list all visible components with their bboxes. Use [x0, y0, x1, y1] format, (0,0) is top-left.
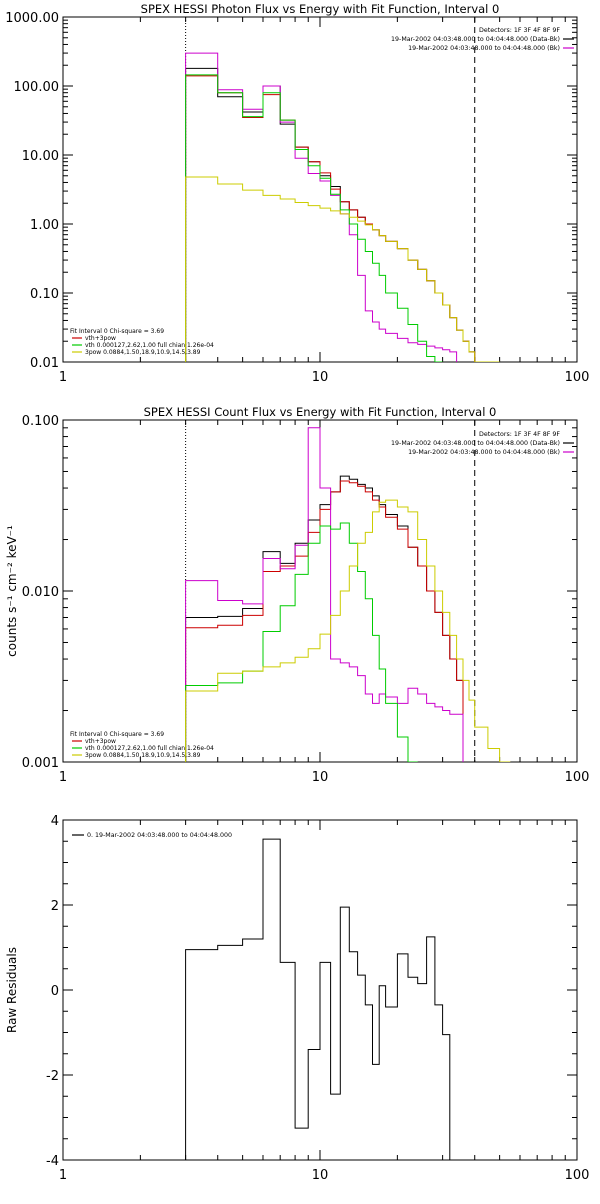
legend-text: 0. 19-Mar-2002 04:03:48.000 to 04:04:48.…: [87, 832, 232, 839]
y-tick-label: 0.010: [22, 585, 59, 600]
legend-text: 19-Mar-2002 04:03:48.000 to 04:04:48.000…: [408, 449, 560, 456]
legend-text: 19-Mar-2002 04:03:48.000 to 04:04:48.000…: [408, 45, 560, 52]
legend-text: 19-Mar-2002 04:03:48.000 to 04:04:48.000…: [391, 36, 560, 43]
series-group: [185, 52, 500, 362]
y-tick-label: 4: [51, 814, 59, 829]
legend-text: 19-Mar-2002 04:03:48.000 to 04:04:48.000…: [391, 440, 560, 447]
legend-text: Detectors: 1F 3F 4F 8F 9F: [479, 431, 560, 438]
y-axis: 0.01 0.10 1.00 10.00 100.00 1000.00: [5, 11, 577, 371]
y-axis-label: Raw Residuals: [5, 947, 19, 1033]
x-tick-label: 100: [565, 370, 590, 385]
x-tick-label: 1: [59, 1168, 67, 1183]
series-line-3: [185, 52, 458, 362]
legend-text: Fit Interval 0 Chi-square = 3.69: [70, 328, 164, 335]
x-axis: 1 10 100: [59, 820, 590, 1183]
x-axis: 1 10 100: [59, 420, 590, 785]
legend-text: vth+3pow: [85, 335, 116, 342]
legend-text: vth+3pow: [85, 738, 116, 745]
x-tick-label: 1: [59, 370, 67, 385]
chart-title: SPEX HESSI Count Flux vs Energy with Fit…: [144, 405, 497, 419]
y-tick-label: 0.10: [30, 287, 59, 302]
y-tick-label: 0.100: [22, 414, 59, 429]
legend-text: vth 0.000127,2.62,1.00 full chian 1.26e-…: [85, 745, 214, 752]
y-tick-label: 0.01: [30, 356, 59, 371]
legend-top: Detectors: 1F 3F 4F 8F 9F 19-Mar-2002 04:…: [391, 431, 574, 456]
legend-text: 3pow 0.0884,1.50,18.9,10.9,14.5,3.89: [85, 349, 201, 356]
legend-bottom: Fit Interval 0 Chi-square = 3.69vth+3pow…: [70, 731, 214, 759]
y-tick-label: 1.00: [30, 218, 59, 233]
y-tick-label: 0: [51, 984, 59, 999]
x-tick-label: 10: [312, 1168, 329, 1183]
y-axis-label: counts s⁻¹ cm⁻² keV⁻¹: [5, 525, 19, 657]
legend-text: Detectors: 1F 3F 4F 8F 9F: [479, 27, 560, 34]
series-group: [185, 427, 511, 762]
y-tick-label: -4: [46, 1154, 59, 1169]
y-tick-label: 0.001: [22, 756, 59, 771]
x-tick-label: 100: [565, 770, 590, 785]
x-tick-label: 100: [565, 1168, 590, 1183]
y-axis: -4 -2 0 2 4: [46, 814, 577, 1169]
chart-panel-3: Raw Residuals 1 10 100 -4 -2 0 2 4 0. 19-Mar-2002…: [5, 814, 589, 1183]
legend-text: 3pow 0.0884,1.50,18.9,10.9,14.5,3.89: [85, 752, 201, 759]
x-tick-label: 10: [312, 370, 329, 385]
y-axis: 0.001 0.010 0.100: [22, 414, 577, 771]
legend-text: vth 0.000127,2.62,1.00 full chian 1.26e-…: [85, 342, 214, 349]
legend-top: 0. 19-Mar-2002 04:03:48.000 to 04:04:48.…: [72, 832, 232, 839]
chart-panel-1: SPEX HESSI Photon Flux vs Energy with Fi…: [5, 2, 589, 385]
series-line-5: [185, 176, 500, 362]
y-tick-label: 2: [51, 899, 59, 914]
y-tick-label: 1000.00: [5, 11, 59, 26]
x-tick-label: 1: [59, 770, 67, 785]
series-line-5: [185, 499, 511, 762]
x-tick-label: 10: [312, 770, 329, 785]
legend-text: Fit Interval 0 Chi-square = 3.69: [70, 731, 164, 738]
series-line-3: [185, 427, 464, 762]
chart-title: SPEX HESSI Photon Flux vs Energy with Fi…: [141, 2, 500, 16]
x-axis: 1 10 100: [59, 17, 590, 385]
chart-panel-2: SPEX HESSI Count Flux vs Energy with Fit…: [5, 405, 589, 785]
y-tick-label: 10.00: [22, 149, 59, 164]
series-line-1: [185, 838, 451, 1160]
series-line-2: [185, 480, 464, 762]
legend-bottom: Fit Interval 0 Chi-square = 3.69vth+3pow…: [70, 328, 214, 356]
series-group: [185, 838, 451, 1160]
legend-top: Detectors: 1F 3F 4F 8F 9F 19-Mar-2002 04:…: [391, 27, 574, 52]
y-tick-label: 100.00: [14, 80, 60, 95]
y-tick-label: -2: [46, 1069, 59, 1084]
series-line-4: [185, 74, 443, 362]
